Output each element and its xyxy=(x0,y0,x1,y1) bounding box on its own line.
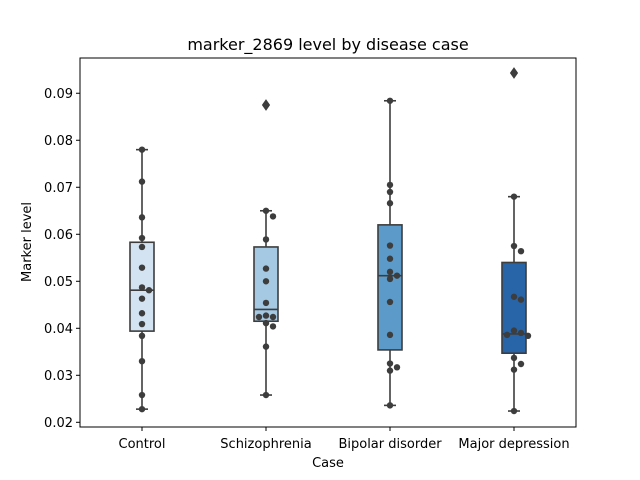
data-point xyxy=(386,255,394,262)
data-point xyxy=(262,236,270,243)
x-axis: Control Schizophrenia Bipolar disorder Majo… xyxy=(119,427,570,452)
data-point xyxy=(262,278,270,285)
data-point xyxy=(138,234,146,242)
y-tick-label: 0.02 xyxy=(44,416,73,431)
data-point xyxy=(262,299,270,307)
data-point xyxy=(393,364,401,371)
x-tick-label: Schizophrenia xyxy=(220,437,311,452)
data-point xyxy=(386,402,394,409)
data-point xyxy=(262,312,270,319)
data-point xyxy=(138,405,146,413)
data-point xyxy=(517,247,525,255)
box-iqr xyxy=(501,261,527,355)
data-point xyxy=(510,366,518,373)
data-point xyxy=(138,310,146,317)
x-axis-label: Case xyxy=(312,456,344,471)
y-axis-label: Marker level xyxy=(20,202,35,282)
data-point xyxy=(138,295,146,302)
y-tick-label: 0.05 xyxy=(44,275,73,290)
data-point xyxy=(262,319,270,327)
data-point xyxy=(510,242,518,250)
data-point xyxy=(138,332,146,340)
data-point xyxy=(510,407,518,415)
data-point xyxy=(393,272,401,279)
y-tick-label: 0.07 xyxy=(44,181,73,196)
data-point xyxy=(386,275,394,283)
plot-background xyxy=(80,58,576,427)
data-point xyxy=(386,331,394,339)
data-point xyxy=(510,327,518,334)
plot-frame xyxy=(79,57,577,428)
data-point xyxy=(262,343,270,350)
data-point xyxy=(503,331,511,339)
data-point xyxy=(386,242,394,249)
data-point xyxy=(386,200,394,207)
data-point xyxy=(517,329,525,337)
data-point xyxy=(138,178,146,185)
data-point xyxy=(386,181,394,189)
x-tick-label: Control xyxy=(119,437,166,452)
data-point xyxy=(138,146,146,153)
data-point xyxy=(510,193,518,200)
x-tick-label: Major depression xyxy=(458,437,569,452)
data-point xyxy=(524,332,532,340)
data-point xyxy=(138,264,146,271)
data-point xyxy=(386,188,394,196)
data-point xyxy=(386,97,394,104)
data-point xyxy=(138,214,146,221)
data-point xyxy=(145,287,153,294)
data-point xyxy=(262,391,270,399)
data-point xyxy=(386,268,394,276)
data-point xyxy=(262,265,270,272)
data-point xyxy=(510,293,518,300)
chart-title: marker_2869 level by disease case xyxy=(187,35,468,55)
point-series xyxy=(138,69,532,415)
data-point xyxy=(386,367,394,374)
data-point xyxy=(517,360,525,368)
data-point xyxy=(510,69,518,77)
y-tick-label: 0.09 xyxy=(44,87,73,102)
data-point xyxy=(138,357,146,365)
data-point xyxy=(517,296,525,303)
y-tick-label: 0.08 xyxy=(44,134,73,149)
y-tick-label: 0.03 xyxy=(44,369,73,384)
y-tick-label: 0.04 xyxy=(44,322,73,337)
data-point xyxy=(138,284,146,291)
y-tick-label: 0.06 xyxy=(44,228,73,243)
data-point xyxy=(138,391,146,399)
data-point xyxy=(138,243,146,251)
data-point xyxy=(262,101,270,109)
data-point xyxy=(138,320,146,328)
data-point xyxy=(262,207,270,214)
data-point xyxy=(386,298,394,306)
x-tick-label: Bipolar disorder xyxy=(338,437,442,452)
data-point xyxy=(510,354,518,362)
box-group xyxy=(501,67,527,412)
y-axis: 0.02 0.03 0.04 0.05 0.06 0.07 0.08 0.09 xyxy=(44,87,80,431)
data-point xyxy=(255,313,263,321)
data-point xyxy=(269,313,277,321)
data-point xyxy=(269,213,277,220)
data-point xyxy=(269,323,277,330)
plot-area xyxy=(79,57,577,428)
data-point xyxy=(386,360,394,367)
